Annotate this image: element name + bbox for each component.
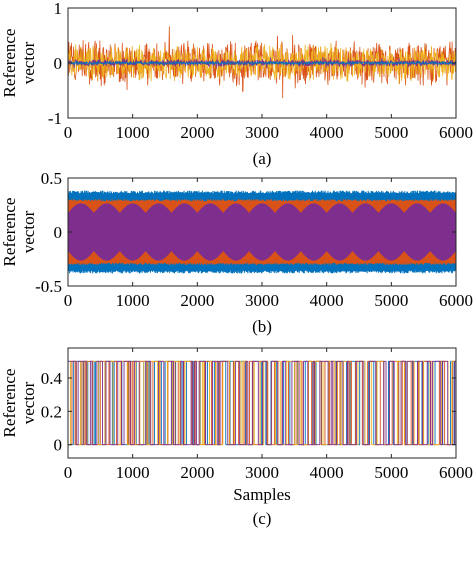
panel-b-series-3-line [67, 203, 457, 261]
panel-a-x-tick-label: 3000 [245, 123, 279, 142]
panel-c-x-tick-label: 2000 [180, 463, 214, 482]
panel-c-ticks: 0 1000 2000 3000 4000 5000 6000 0 0.2 0.4 [41, 348, 473, 482]
panel-a-x-tick-label: 4000 [310, 123, 344, 142]
panel-a-series-4-line [67, 60, 457, 67]
panel-c-xlabel: Samples [233, 485, 291, 504]
panel-c-y-tick-label: 0 [54, 436, 63, 455]
panel-c-series [68, 360, 456, 446]
panel-b-x-tick-label: 1000 [116, 291, 150, 310]
panel-a-caption: (a) [253, 149, 272, 168]
panel-b-x-tick-label: 3000 [245, 291, 279, 310]
panel-b-x-tick-label: 2000 [180, 291, 214, 310]
panel-a-series [67, 26, 457, 99]
panel-b: 0 1000 2000 3000 4000 5000 6000-0.500.5 Refere… [0, 169, 473, 336]
panel-a-x-tick-label: 5000 [374, 123, 408, 142]
panel-c-x-tick-label: 0 [64, 463, 73, 482]
panel-c-y-tick-label: 0.4 [41, 369, 63, 388]
panel-a-ylabel-line2: vector [19, 41, 38, 84]
panel-c-caption: (c) [253, 509, 272, 528]
panel-a-y-tick-label: 1 [54, 0, 63, 18]
panel-b-y-tick-label: 0.5 [41, 169, 62, 188]
panel-b-ticks: 0 1000 2000 3000 4000 5000 6000-0.500.5 [35, 169, 473, 310]
panel-a-x-tick-label: 2000 [180, 123, 214, 142]
panel-c-x-tick-label: 1000 [116, 463, 150, 482]
panel-c-y-tick-label: 0.2 [41, 402, 62, 421]
panel-b-series [67, 190, 457, 274]
panel-a-ylabel-line1: Reference [0, 29, 19, 98]
panel-c-x-tick-label: 6000 [439, 463, 473, 482]
panel-a-x-tick-label: 0 [64, 123, 73, 142]
panel-b-y-tick-label: -0.5 [35, 277, 62, 296]
panel-b-caption: (b) [252, 317, 272, 336]
panel-c-x-tick-label: 5000 [374, 463, 408, 482]
panel-c-ylabel-line2: vector [19, 381, 38, 424]
panel-b-x-tick-label: 0 [64, 291, 73, 310]
panel-a-y-tick-label: 0 [54, 54, 63, 73]
panel-c-x-tick-label: 3000 [245, 463, 279, 482]
panel-c-ylabel-line1: Reference [0, 369, 19, 438]
panel-c-series-3-line [68, 360, 456, 446]
panel-a-ticks: 0 1000 2000 3000 4000 5000 6000-101 [48, 0, 473, 142]
panel-a-x-tick-label: 1000 [116, 123, 150, 142]
panel-a: 0 1000 2000 3000 4000 5000 6000-101 Reference … [0, 0, 473, 168]
panel-b-ylabel-line1: Reference [0, 198, 19, 267]
panel-a-y-tick-label: -1 [48, 109, 62, 128]
panel-b-ylabel-line2: vector [19, 210, 38, 253]
panel-c-series-4-line [68, 360, 456, 446]
panel-a-x-tick-label: 6000 [439, 123, 473, 142]
panel-b-x-tick-label: 5000 [374, 291, 408, 310]
panel-b-y-tick-label: 0 [54, 223, 63, 242]
panel-c-x-tick-label: 4000 [310, 463, 344, 482]
panel-b-x-tick-label: 6000 [439, 291, 473, 310]
panel-c: 0 1000 2000 3000 4000 5000 6000 0 0.2 0.4 Referen… [0, 347, 473, 528]
panel-b-x-tick-label: 4000 [310, 291, 344, 310]
